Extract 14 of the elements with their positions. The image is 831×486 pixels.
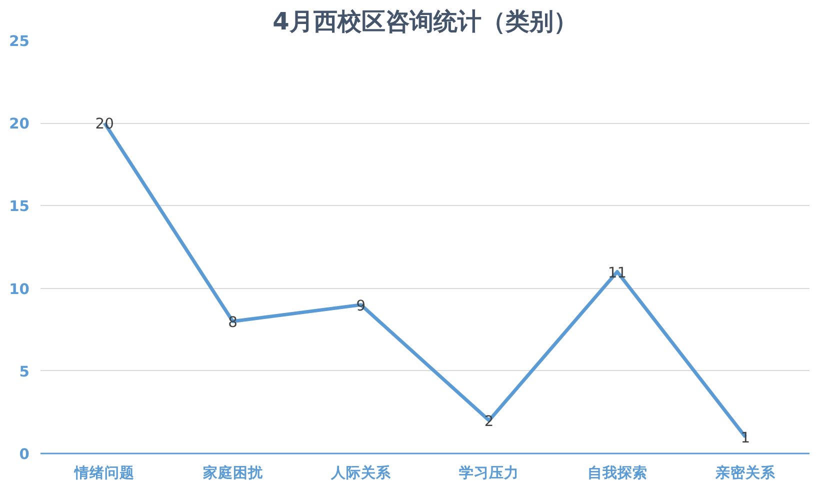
x-tick-label: 情绪问题 [74,464,135,482]
y-tick-label: 5 [19,363,30,380]
x-tick-label: 亲密关系 [714,464,776,482]
y-tick-label: 10 [9,280,30,298]
x-tick-label: 自我探索 [587,464,648,482]
chart-title: 4月西校区咨询统计（类别） [272,8,578,36]
x-tick-label: 家庭困扰 [202,464,264,482]
x-tick-label: 学习压力 [459,464,520,482]
data-label: 20 [95,116,114,133]
y-tick-label: 25 [9,33,30,50]
x-tick-label: 人际关系 [330,464,392,482]
y-tick-label: 15 [9,198,30,216]
y-tick-label: 0 [19,446,30,463]
y-tick-label: 20 [9,116,30,133]
